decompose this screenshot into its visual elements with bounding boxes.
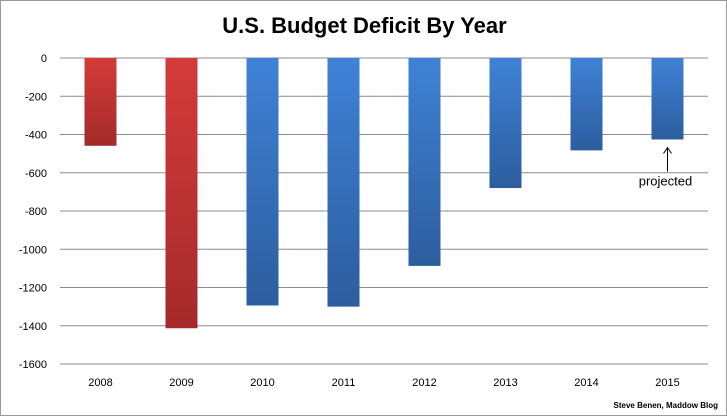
x-tick-label: 2012 xyxy=(412,377,436,389)
bar-2009 xyxy=(165,58,198,329)
x-tick-label: 2011 xyxy=(332,377,356,389)
bar-2013 xyxy=(489,58,522,189)
y-tick-label: -1200 xyxy=(19,283,47,295)
chart-title: U.S. Budget Deficit By Year xyxy=(222,13,507,38)
bars xyxy=(84,58,684,329)
bar-2010 xyxy=(246,58,279,306)
y-tick-label: -1000 xyxy=(19,244,47,256)
bar-2012 xyxy=(408,58,441,266)
x-axis: 2008 2009 2010 2011 2012 2013 2014 2015 xyxy=(88,377,679,389)
x-tick-label: 2010 xyxy=(250,377,274,389)
annotation-text: projected xyxy=(639,173,692,188)
bar-2015 xyxy=(651,58,684,140)
chart-credit: Steve Benen, Maddow Blog xyxy=(613,401,718,410)
bar-2011 xyxy=(327,58,360,307)
y-tick-label: -200 xyxy=(25,91,47,103)
y-axis: 0 -200 -400 -600 -800 -1000 -1200 -1400 -1600 xyxy=(19,53,47,371)
y-tick-label: -400 xyxy=(25,130,47,142)
grid-lines xyxy=(60,57,708,365)
y-tick-label: 0 xyxy=(41,53,47,65)
y-tick-label: -1600 xyxy=(19,359,47,371)
x-tick-label: 2015 xyxy=(655,377,679,389)
annotation-arrowhead xyxy=(663,146,672,154)
y-tick-label: -600 xyxy=(25,168,47,180)
bar-2014 xyxy=(570,58,603,151)
x-tick-label: 2014 xyxy=(574,377,598,389)
x-tick-label: 2013 xyxy=(493,377,517,389)
x-tick-label: 2009 xyxy=(169,377,193,389)
x-tick-label: 2008 xyxy=(88,377,112,389)
y-tick-label: -800 xyxy=(25,206,47,218)
y-tick-label: -1400 xyxy=(19,321,47,333)
annotations: projected xyxy=(639,146,692,188)
bar-2008 xyxy=(84,58,117,146)
